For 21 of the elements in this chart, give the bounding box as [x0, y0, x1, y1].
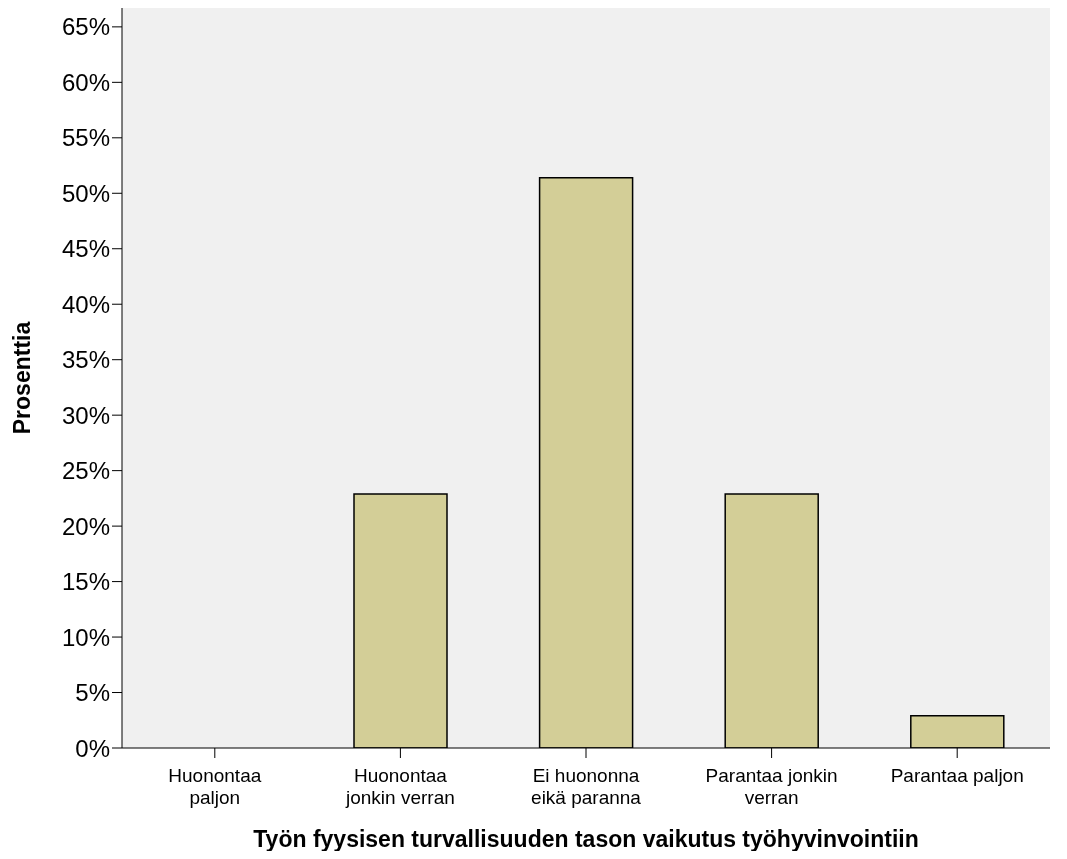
y-tick-label: 25% [61, 457, 110, 485]
y-tick-label: 50% [61, 179, 110, 207]
y-tick-label: 5% [75, 679, 110, 707]
y-tick-label: 45% [61, 235, 110, 263]
x-tick-label: Parantaa paljon [890, 765, 1024, 786]
y-tick-label: 40% [61, 290, 110, 318]
y-tick-label: 0% [75, 734, 110, 762]
y-axis-title: Prosenttia [9, 321, 36, 435]
x-tick-label: Ei huononna eikä paranna [531, 765, 642, 808]
y-tick-label: 65% [61, 13, 110, 41]
y-tick-label: 30% [61, 401, 110, 429]
y-tick-label: 10% [61, 623, 110, 651]
y-tick-label: 15% [61, 568, 110, 596]
x-tick-label: Huonontaa paljon [168, 765, 262, 808]
y-tick-label: 20% [61, 512, 110, 540]
x-tick-label: Parantaa jonkin verran [705, 765, 838, 808]
y-tick-label: 55% [61, 124, 110, 152]
y-tick-label: 35% [61, 346, 110, 374]
y-tick-label: 60% [61, 68, 110, 96]
x-tick-label: Huonontaa jonkin verran [345, 765, 455, 808]
x-axis-title: Työn fyysisen turvallisuuden tason vaikutus työhyvinvointiin [253, 826, 919, 852]
